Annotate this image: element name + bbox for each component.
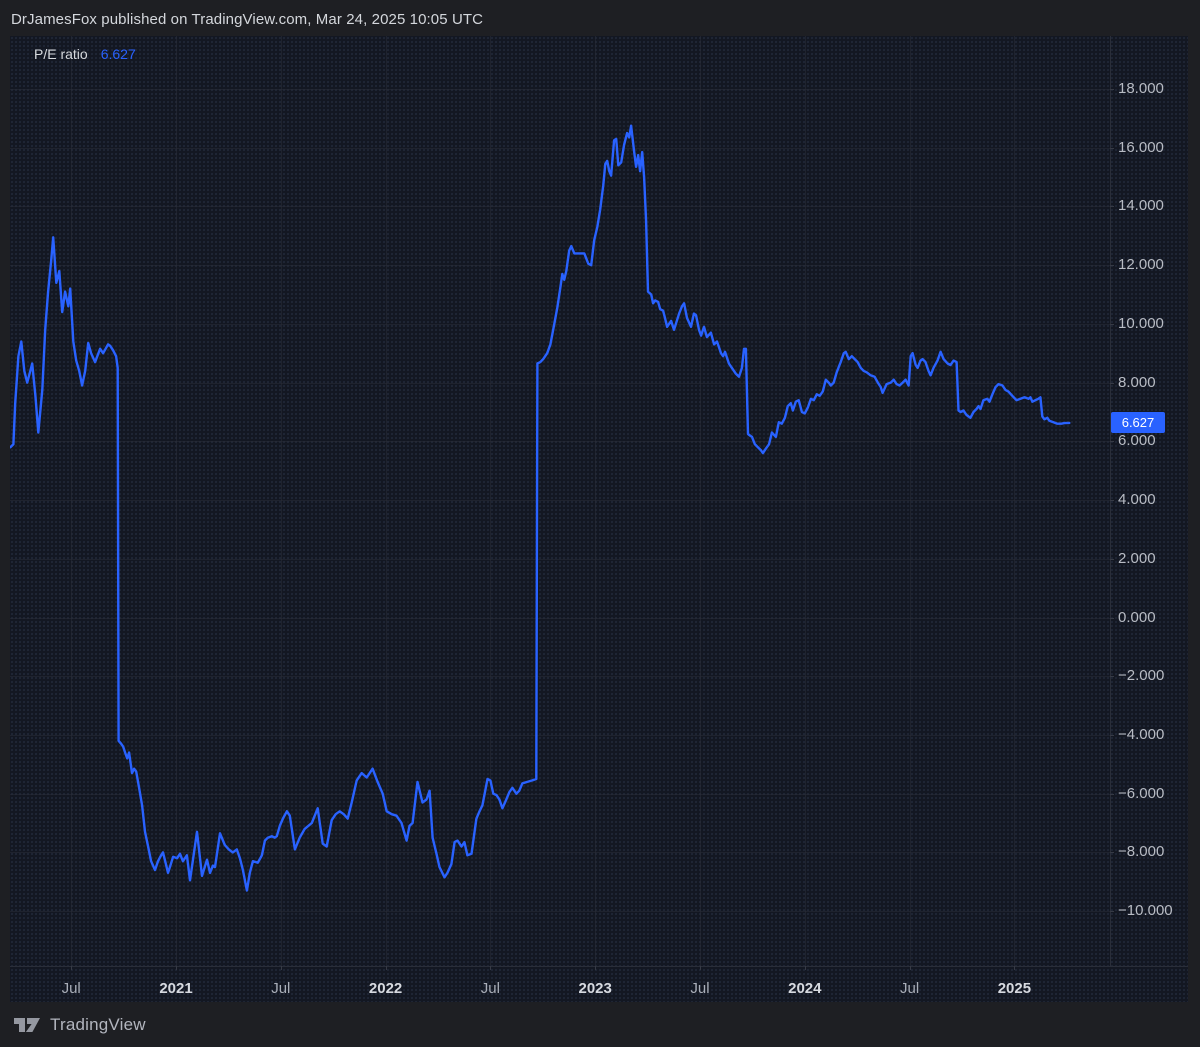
y-gridline	[10, 852, 1110, 854]
price-axis-tick	[1110, 734, 1114, 736]
price-axis-tick	[1110, 793, 1114, 795]
price-axis-tick	[1110, 676, 1114, 678]
x-gridline	[490, 36, 492, 966]
y-gridline	[10, 206, 1110, 208]
plot-area[interactable]	[10, 36, 1110, 966]
time-axis-separator	[10, 966, 1188, 967]
time-axis-tick	[700, 966, 701, 970]
price-axis-label: −2.000	[1118, 667, 1165, 685]
y-gridline	[10, 147, 1110, 149]
price-axis-label: 4.000	[1118, 491, 1156, 508]
price-axis-tick	[1110, 852, 1114, 854]
y-gridline	[10, 500, 1110, 501]
price-axis-tick	[1110, 558, 1114, 560]
series-last-value: 6.627	[100, 46, 136, 62]
x-gridline	[176, 36, 177, 966]
price-axis-label: 16.000	[1118, 138, 1164, 156]
price-axis-tick	[1110, 265, 1114, 267]
y-gridline	[10, 441, 1110, 443]
price-axis-tick	[1110, 89, 1114, 90]
time-axis-label: Jul	[271, 980, 291, 997]
price-axis-label: 14.000	[1118, 197, 1164, 215]
price-axis-label: 2.000	[1118, 549, 1156, 567]
x-gridline	[280, 36, 282, 966]
y-gridline	[10, 558, 1110, 560]
series-title: P/E ratio	[34, 46, 88, 62]
chart-pane: P/E ratio 6.627 6.627 18.000 16.000 14.000…	[10, 36, 1188, 1002]
price-axis-tick	[1110, 500, 1114, 501]
price-axis-tick	[1110, 911, 1114, 913]
time-axis-label: Jul	[61, 980, 81, 997]
price-axis-tick	[1110, 441, 1114, 443]
time-axis-tick	[1014, 966, 1016, 970]
y-gridline	[10, 911, 1110, 913]
y-gridline	[10, 734, 1110, 736]
price-line-series	[10, 124, 1071, 892]
price-axis-tick	[1110, 206, 1114, 208]
price-axis-label: −6.000	[1118, 784, 1165, 802]
footer: TradingView	[13, 1012, 146, 1038]
y-gridline	[10, 89, 1110, 90]
y-gridline	[10, 793, 1110, 795]
price-axis-label: −8.000	[1118, 843, 1165, 861]
x-gridline	[385, 36, 387, 966]
y-gridline	[10, 676, 1110, 678]
y-gridline	[10, 617, 1110, 619]
x-gridline	[804, 36, 806, 966]
x-gridline	[71, 36, 73, 966]
price-axis-label: 0.000	[1118, 608, 1156, 626]
time-axis-tick	[71, 966, 73, 970]
time-axis-tick	[490, 966, 492, 970]
price-axis-separator	[1110, 36, 1111, 966]
time-axis-label: 2022	[368, 980, 403, 997]
time-axis-tick	[595, 966, 597, 970]
byline: DrJamesFox published on TradingView.com,…	[11, 11, 484, 28]
time-axis-tick	[176, 966, 177, 970]
price-axis-label: 10.000	[1118, 314, 1164, 332]
price-chart	[10, 124, 1071, 892]
price-badge-value: 6.627	[1121, 415, 1155, 431]
time-axis-label: Jul	[900, 980, 920, 997]
price-badge: 6.627	[1111, 412, 1165, 434]
price-axis-label: 8.000	[1118, 373, 1156, 391]
time-axis-label: 2025	[997, 980, 1032, 997]
time-axis-tick	[804, 966, 806, 970]
price-axis-label: −4.000	[1118, 725, 1165, 743]
price-axis-tick	[1110, 617, 1114, 619]
x-gridline	[909, 36, 911, 966]
time-axis-label: Jul	[690, 980, 710, 997]
price-axis-label: −10.000	[1118, 902, 1173, 920]
price-axis-label: 18.000	[1118, 80, 1164, 97]
time-axis-tick	[280, 966, 282, 970]
price-axis-tick	[1110, 323, 1114, 325]
x-gridline	[1014, 36, 1016, 966]
tradingview-logo-icon[interactable]	[13, 1014, 41, 1036]
tradingview-wordmark[interactable]: TradingView	[50, 1015, 146, 1034]
x-gridline	[595, 36, 597, 966]
time-axis-label: 2021	[159, 980, 193, 997]
y-gridline	[10, 323, 1110, 325]
price-axis-tick	[1110, 382, 1114, 384]
y-gridline	[10, 382, 1110, 384]
time-axis-label: 2024	[788, 980, 822, 997]
time-axis-label: Jul	[480, 980, 500, 997]
price-axis-label: 6.000	[1118, 432, 1156, 450]
x-gridline	[700, 36, 701, 966]
time-axis-tick	[909, 966, 911, 970]
price-axis-tick	[1110, 147, 1114, 149]
time-axis-tick	[385, 966, 387, 970]
legend: P/E ratio 6.627	[34, 46, 136, 62]
price-axis-label: 12.000	[1118, 256, 1164, 274]
time-axis-label: 2023	[578, 980, 612, 997]
y-gridline	[10, 265, 1110, 267]
